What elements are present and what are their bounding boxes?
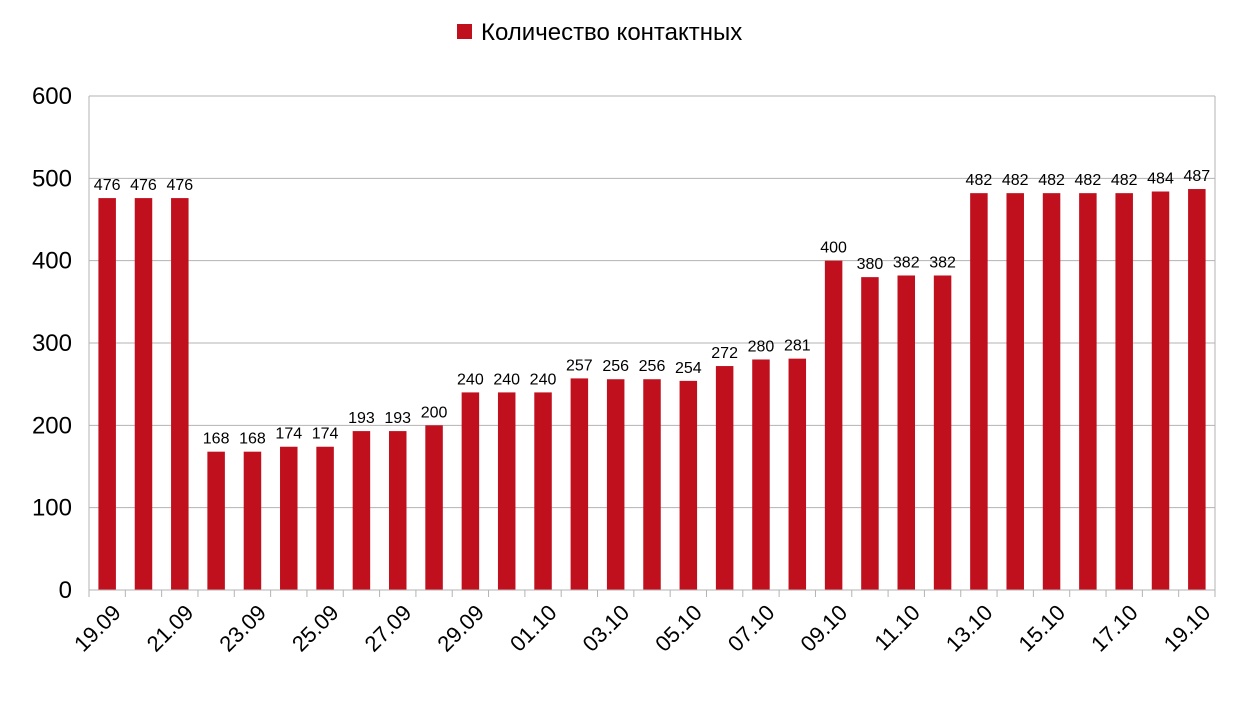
bar	[171, 198, 189, 591]
data-label: 476	[94, 177, 121, 194]
x-tick-label: 09.10	[796, 600, 853, 657]
bars	[98, 189, 1206, 591]
bar	[534, 392, 552, 590]
x-tick-label: 05.10	[650, 600, 707, 657]
legend-swatch	[457, 24, 472, 39]
bar	[897, 275, 916, 590]
data-label: 168	[239, 431, 266, 448]
bar	[98, 198, 116, 591]
data-label: 174	[275, 426, 302, 443]
y-tick-label: 400	[32, 248, 72, 275]
bar	[970, 193, 988, 591]
bar	[1115, 193, 1133, 591]
x-tick-label: 07.10	[723, 600, 780, 657]
bar	[243, 451, 262, 590]
x-tick-label: 01.10	[505, 600, 562, 657]
data-label: 257	[566, 357, 593, 374]
bar	[788, 358, 807, 590]
data-label: 482	[1075, 172, 1102, 189]
data-label: 382	[893, 254, 920, 271]
data-label: 484	[1147, 171, 1174, 188]
data-label: 256	[602, 358, 629, 375]
x-tick-label: 17.10	[1086, 600, 1143, 657]
bar	[824, 260, 843, 590]
bar	[352, 431, 371, 590]
x-tick-label: 15.10	[1013, 600, 1070, 657]
y-tick-label: 300	[32, 330, 72, 357]
x-tick-label: 23.09	[214, 600, 271, 657]
data-label: 240	[493, 371, 520, 388]
data-label: 193	[348, 410, 375, 427]
data-label: 272	[711, 345, 738, 362]
bar	[388, 431, 407, 590]
data-labels: 476 476 476 168 168 174 174 193 193 200 240 240 240 2…	[94, 168, 1210, 448]
data-label: 482	[1002, 172, 1029, 189]
bar	[679, 380, 698, 590]
bar	[497, 392, 516, 590]
bar	[316, 446, 334, 590]
x-tick-label: 29.09	[432, 600, 489, 657]
data-label: 168	[203, 431, 230, 448]
bar	[715, 366, 734, 590]
bar	[1188, 189, 1206, 590]
bar	[461, 392, 480, 590]
bar	[280, 446, 298, 590]
legend: Количество контактных	[457, 19, 742, 46]
data-label: 240	[457, 371, 484, 388]
bar	[933, 275, 952, 590]
x-tick-label: 11.10	[869, 600, 924, 655]
y-tick-label: 600	[32, 83, 72, 110]
data-label: 476	[130, 177, 157, 194]
y-tick-label: 200	[32, 412, 72, 439]
data-label: 482	[966, 172, 993, 189]
x-tick-label: 13.10	[941, 600, 998, 657]
data-label: 476	[166, 177, 193, 194]
bar	[207, 451, 225, 590]
data-label: 482	[1038, 172, 1065, 189]
data-label: 256	[639, 358, 666, 375]
x-tick-label: 19.09	[69, 600, 126, 657]
x-tick-label: 25.09	[287, 600, 344, 657]
bar	[861, 277, 879, 590]
y-axis: 0 100 200 300 400 500 600	[32, 83, 72, 604]
y-tick-label: 500	[32, 165, 72, 192]
data-label: 280	[748, 338, 775, 355]
bar	[1151, 191, 1170, 591]
bar	[570, 378, 589, 590]
bar	[1042, 193, 1061, 591]
x-tick-label: 21.09	[142, 600, 199, 657]
bar	[1006, 193, 1024, 591]
data-label: 193	[384, 410, 411, 427]
legend-label: Количество контактных	[481, 19, 742, 46]
data-label: 380	[857, 256, 884, 273]
data-label: 400	[820, 240, 847, 257]
data-label: 240	[530, 371, 557, 388]
data-label: 382	[929, 254, 956, 271]
bar	[606, 379, 625, 590]
data-label: 174	[312, 426, 339, 443]
bar	[134, 198, 153, 591]
data-label: 482	[1111, 172, 1138, 189]
data-label: 281	[784, 338, 811, 355]
bar	[1079, 193, 1097, 591]
y-tick-label: 100	[32, 495, 72, 522]
data-label: 254	[675, 360, 702, 377]
x-tick-label: 19.10	[1159, 600, 1216, 657]
x-axis: 19.09 21.09 23.09 25.09 27.09 29.09 01.10 03.10…	[69, 589, 1216, 657]
bar	[425, 425, 443, 590]
data-label: 487	[1183, 168, 1210, 185]
x-tick-label: 03.10	[578, 600, 635, 657]
data-label: 200	[421, 404, 448, 421]
x-tick-label: 27.09	[360, 600, 417, 657]
bar	[752, 359, 770, 590]
bar	[643, 379, 661, 590]
y-tick-label: 0	[59, 577, 72, 604]
